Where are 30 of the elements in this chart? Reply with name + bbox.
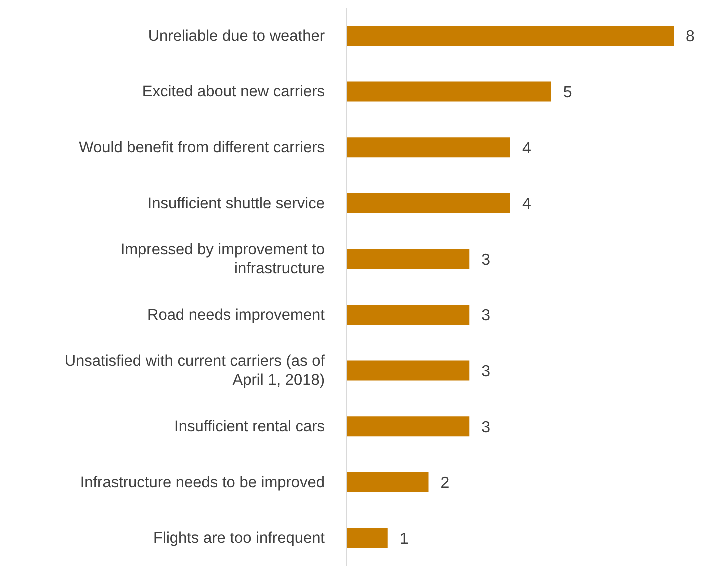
bar [347, 360, 470, 381]
bar [347, 249, 470, 270]
y-tick-label: Road needs improvement [148, 306, 326, 324]
bar [347, 416, 470, 437]
y-tick-label: Unsatisfied with current carriers (as of April 1, 2018) [64, 352, 326, 389]
y-tick-label: Would benefit from different carriers [79, 139, 326, 156]
y-tick-label: Insufficient rental cars [174, 418, 326, 435]
y-tick-label: Excited about new carriers [142, 83, 326, 100]
bar [347, 305, 470, 325]
bar [347, 528, 388, 548]
data-label: 1 [400, 530, 409, 548]
y-tick-label: Insufficient shuttle service [148, 194, 325, 212]
y-tick-label: Flights are too infrequent [154, 530, 326, 547]
data-label: 3 [482, 419, 491, 436]
data-label: 3 [482, 363, 491, 380]
bar [347, 26, 674, 46]
data-label: 2 [440, 475, 450, 492]
bar [347, 472, 429, 492]
data-label: 8 [686, 28, 695, 46]
data-label: 5 [563, 84, 572, 102]
y-tick-label: Impressed by improvement to infrastructure [120, 241, 325, 278]
bar [347, 193, 510, 214]
data-label: 4 [522, 196, 532, 214]
data-label: 3 [482, 308, 491, 325]
bar [347, 138, 510, 158]
bar [347, 82, 552, 102]
y-tick-label: Infrastructure needs to be improved [80, 474, 325, 491]
y-tick-label: Unreliable due to weather [148, 27, 325, 44]
data-label: 4 [522, 140, 532, 158]
data-label: 3 [482, 252, 491, 269]
